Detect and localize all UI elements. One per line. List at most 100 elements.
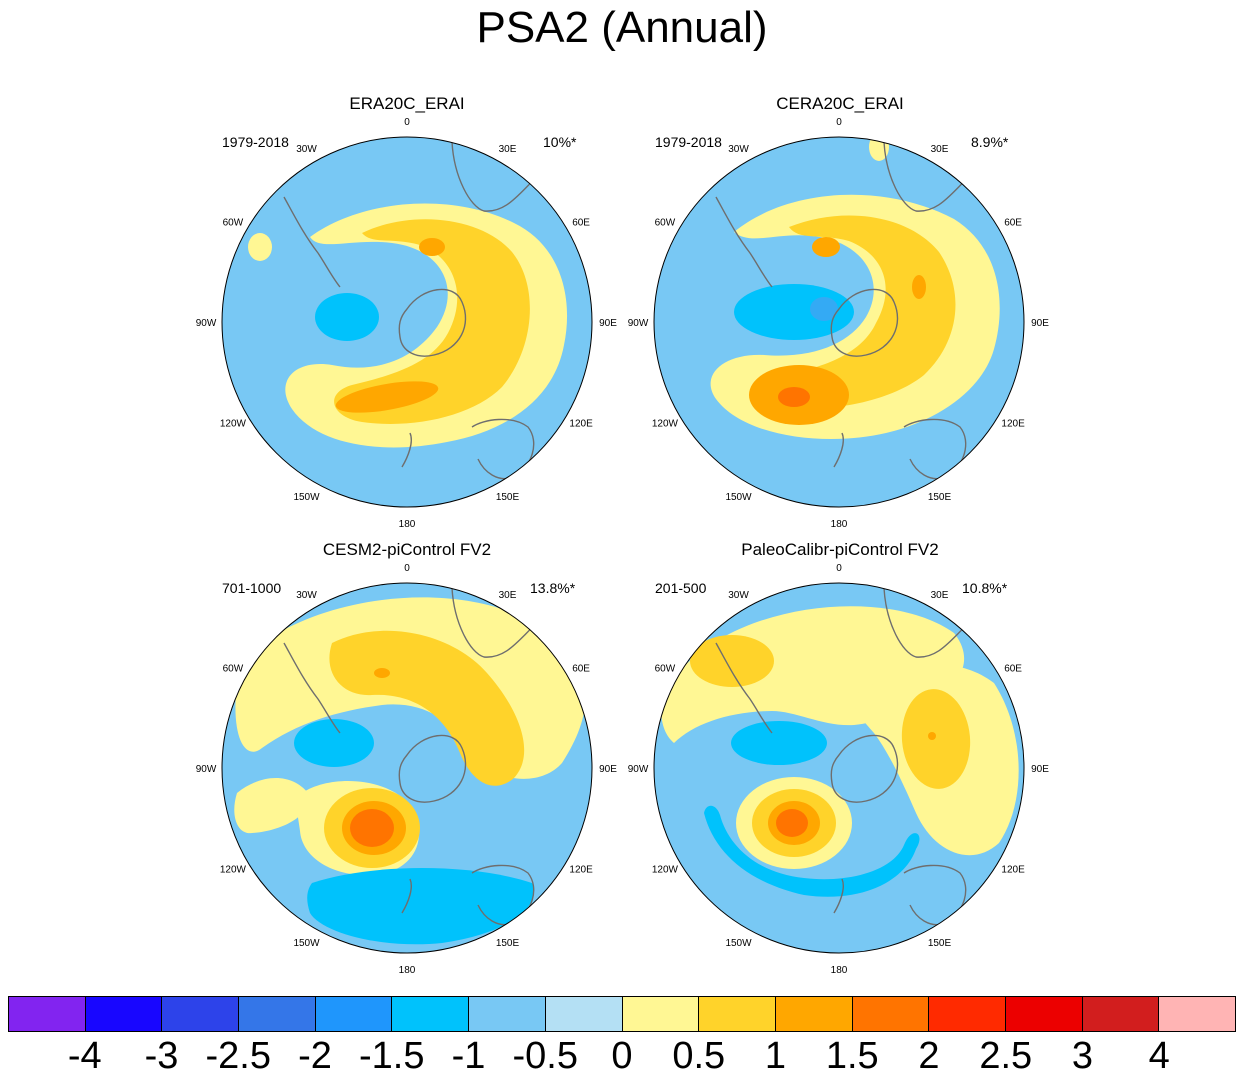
colorbar-swatch [699, 997, 776, 1031]
longitude-label: 150W [293, 938, 320, 949]
colorbar-swatch [852, 997, 930, 1031]
panel-title: PaleoCalibr-piControl FV2 [741, 540, 939, 559]
coastline [883, 587, 970, 658]
coastline [398, 288, 467, 357]
longitude-label: 120E [569, 419, 593, 430]
longitude-label: 150E [496, 492, 520, 503]
polar-map: 0 30E 60E 90E 120E 150E 180 150W 120W 90W 60W 30W [628, 563, 1050, 976]
coastline [451, 141, 538, 212]
longitude-label: 180 [399, 519, 416, 530]
longitude-label: 150W [293, 492, 320, 503]
coastline [398, 734, 467, 803]
panel-period: 201-500 [655, 580, 707, 596]
figure-title: PSA2 (Annual) [476, 3, 768, 52]
colorbar-tick-label: 0 [611, 1035, 633, 1077]
coastline [471, 418, 535, 480]
positive-anomaly-region [765, 215, 956, 409]
coastline [715, 196, 773, 288]
colorbar-tick-label: -2 [298, 1035, 332, 1077]
map-border [221, 582, 593, 954]
colorbar-tick-label: -1 [451, 1035, 486, 1077]
longitude-label: 60E [1004, 664, 1022, 675]
longitude-label: 90E [599, 318, 617, 329]
positive-anomaly-region [690, 635, 774, 687]
coastline [830, 734, 899, 803]
longitude-label: 90E [599, 764, 617, 775]
coastline [283, 196, 341, 288]
colorbar-swatch [1005, 997, 1083, 1031]
coastline [833, 432, 844, 468]
coastline [401, 432, 412, 468]
colorbar-swatch [929, 997, 1006, 1031]
colorbar-swatch [392, 997, 470, 1031]
longitude-label: 0 [404, 117, 410, 128]
colorbar-swatch [775, 997, 853, 1031]
longitude-label: 120W [220, 419, 247, 430]
longitude-label: 60W [655, 664, 676, 675]
longitude-label: 0 [836, 563, 842, 574]
longitude-label: 30W [728, 144, 749, 155]
colorbar-swatch [622, 997, 700, 1031]
colorbar-tick-label: 4 [1148, 1035, 1170, 1077]
panel-period: 1979-2018 [655, 134, 722, 150]
longitude-label: 60E [572, 218, 590, 229]
anomaly-maximum [335, 381, 439, 413]
colorbar-swatch [85, 997, 163, 1031]
negative-anomaly-region [315, 293, 379, 341]
colorbar-tick-label: -3 [144, 1035, 179, 1077]
longitude-label: 120W [220, 865, 247, 876]
longitude-label: 90E [1031, 318, 1049, 329]
anomaly-maximum [928, 732, 936, 740]
coastline [903, 418, 967, 480]
colorbar-tick-label: 3 [1071, 1035, 1094, 1077]
colorbar-swatch [162, 997, 240, 1031]
longitude-label: 120E [1001, 419, 1025, 430]
colorbar-swatch [469, 997, 546, 1031]
coastline [883, 141, 970, 212]
anomaly-maximum [912, 275, 926, 299]
longitude-label: 180 [831, 965, 848, 976]
colorbar-tick-label: 1.5 [825, 1035, 879, 1077]
longitude-label: 90W [628, 764, 649, 775]
coastline [401, 878, 412, 914]
longitude-label: 150W [725, 938, 752, 949]
anomaly-maximum [419, 238, 445, 256]
panel-title: CERA20C_ERAI [776, 94, 904, 113]
longitude-label: 0 [836, 117, 842, 128]
longitude-label: 90W [196, 318, 217, 329]
colorbar-tick-label: -2.5 [205, 1035, 271, 1077]
longitude-label: 60E [572, 664, 590, 675]
longitude-label: 30E [931, 590, 949, 601]
colorbar-swatch [239, 997, 316, 1031]
coastline [283, 642, 341, 734]
colorbar-tick-label: 0.5 [672, 1035, 726, 1077]
longitude-label: 120E [569, 865, 593, 876]
colorbar-swatch [1159, 997, 1235, 1031]
positive-anomaly-region [901, 689, 971, 789]
longitude-label: 30W [296, 590, 317, 601]
coastline [833, 878, 844, 914]
coastline [471, 864, 535, 926]
coastline [715, 642, 773, 734]
longitude-label: 90W [196, 764, 217, 775]
longitude-label: 60W [655, 218, 676, 229]
polar-map: 0 30E 60E 90E 120E 150E 180 150W 120W 90W 60W 30W [196, 117, 618, 530]
colorbar-tick-label: -0.5 [512, 1035, 578, 1077]
colorbar-swatch [9, 997, 86, 1031]
coastline [830, 288, 899, 357]
colorbar-tick-label: 1 [764, 1035, 787, 1077]
colorbar-tick-label: 2 [918, 1035, 940, 1077]
panel-variance: 13.8%* [530, 580, 576, 596]
map-border [653, 582, 1025, 954]
positive-anomaly-region [248, 233, 272, 261]
negative-anomaly-minimum [364, 900, 440, 918]
longitude-label: 60E [1004, 218, 1022, 229]
negative-anomaly-region [731, 721, 827, 765]
longitude-label: 150E [496, 938, 520, 949]
colorbar-swatch [315, 997, 393, 1031]
longitude-label: 120W [652, 419, 679, 430]
longitude-label: 30E [499, 590, 517, 601]
negative-anomaly-region [294, 719, 374, 767]
longitude-label: 90E [1031, 764, 1049, 775]
colorbar-swatch [545, 997, 623, 1031]
